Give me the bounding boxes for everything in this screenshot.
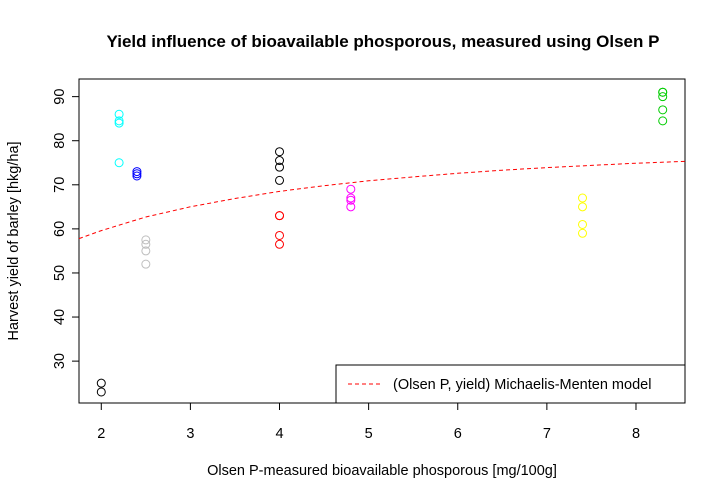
- data-point: [141, 239, 151, 249]
- data-point: [275, 162, 285, 172]
- x-tick-label: 8: [632, 426, 640, 442]
- data-point: [132, 171, 142, 181]
- data-point: [275, 211, 285, 221]
- y-axis-label: Harvest yield of barley [hkg/ha]: [6, 141, 22, 340]
- data-point: [578, 202, 588, 212]
- x-tick-label: 4: [275, 426, 283, 442]
- x-tick-label: 3: [186, 426, 194, 442]
- legend: (Olsen P, yield) Michaelis-Menten model: [335, 364, 686, 404]
- points-layer: [96, 87, 668, 397]
- x-tick-label: 6: [454, 426, 462, 442]
- x-axis: 2 3 4 5 6 7 8: [97, 403, 640, 442]
- data-point: [141, 246, 151, 256]
- y-tick-label: 50: [52, 265, 68, 281]
- data-point: [275, 147, 285, 157]
- chart-title: Yield influence of bioavailable phosporo…: [107, 32, 660, 51]
- data-point: [132, 169, 142, 179]
- data-point: [132, 167, 142, 177]
- data-point: [114, 116, 124, 126]
- data-point: [346, 193, 356, 203]
- x-tick-label: 2: [97, 426, 105, 442]
- legend-box: [335, 364, 686, 404]
- model-curve: [78, 160, 686, 240]
- data-point: [658, 105, 668, 115]
- y-tick-label: 30: [52, 353, 68, 369]
- model-curve-layer: [78, 160, 686, 240]
- data-point: [141, 235, 151, 245]
- data-point: [275, 230, 285, 240]
- data-point: [114, 109, 124, 119]
- data-point: [578, 193, 588, 203]
- y-tick-label: 80: [52, 133, 68, 149]
- data-point: [275, 175, 285, 185]
- data-point: [346, 195, 356, 205]
- x-axis-label: Olsen P-measured bioavailable phosporous…: [207, 463, 557, 479]
- data-point: [658, 87, 668, 97]
- data-point: [578, 228, 588, 238]
- data-point: [114, 118, 124, 128]
- data-point: [96, 387, 106, 397]
- y-tick-label: 60: [52, 221, 68, 237]
- data-point: [578, 219, 588, 229]
- data-point: [96, 378, 106, 388]
- data-point: [275, 239, 285, 249]
- data-point: [658, 116, 668, 126]
- data-point: [658, 92, 668, 102]
- y-tick-label: 40: [52, 309, 68, 325]
- legend-label: (Olsen P, yield) Michaelis-Menten model: [393, 377, 651, 393]
- y-axis: 30 40 50 60 70 80 90: [52, 89, 79, 369]
- data-point: [275, 156, 285, 166]
- y-tick-label: 90: [52, 89, 68, 105]
- y-tick-label: 70: [52, 177, 68, 193]
- data-point: [346, 202, 356, 212]
- plot-frame: [78, 78, 686, 404]
- x-tick-label: 7: [543, 426, 551, 442]
- data-point: [114, 158, 124, 168]
- data-point: [141, 259, 151, 269]
- data-point: [346, 184, 356, 194]
- x-tick-label: 5: [365, 426, 373, 442]
